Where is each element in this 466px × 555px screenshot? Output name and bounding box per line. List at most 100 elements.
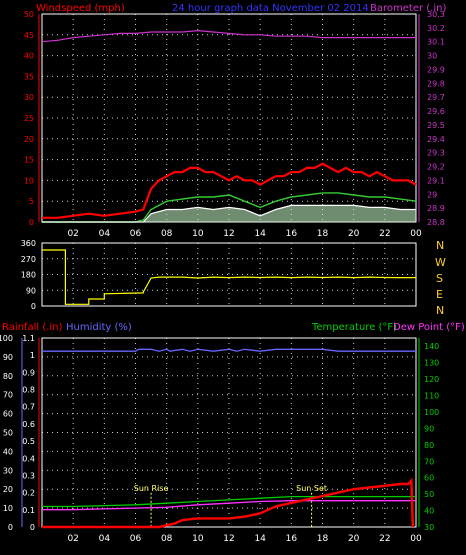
date-header: 24 hour graph data November 02 2014 [172, 3, 369, 14]
y-tick-label-temperature: 110 [424, 392, 439, 401]
x-tick-label: 02 [67, 534, 78, 544]
y-tick-label-barometer: 28.9 [427, 204, 445, 213]
panel-frame [41, 13, 417, 223]
y-tick-label-rain: 0.8 [22, 386, 35, 395]
y-tick-label-temperature: 120 [424, 375, 439, 384]
compass-n-top: N [436, 239, 444, 252]
y-tick-label-wind: 50 [24, 10, 34, 19]
y-tick-label-humidity: 30 [3, 466, 13, 475]
y-tick-label-wind: 0 [29, 218, 34, 227]
y-tick-label-barometer: 29.1 [427, 176, 445, 185]
y-tick-label-barometer: 29.7 [427, 93, 445, 102]
y-tick-label-barometer: 29.8 [427, 79, 445, 88]
y-tick-label-rain: 0.4 [22, 454, 35, 463]
x-tick-label: 10 [192, 534, 204, 544]
y-tick-label-humidity: 50 [3, 429, 13, 438]
x-tick-label: 12 [223, 229, 234, 239]
y-tick-label-rain: 1.1 [22, 334, 35, 343]
x-tick-label: 06 [130, 229, 142, 239]
y-tick-label-wind: 20 [24, 135, 34, 144]
series-gust-avg [42, 192, 417, 223]
compass-n-bottom: N [436, 304, 444, 317]
y-tick-label-rain: 0.3 [22, 471, 35, 480]
chart-panel-wind: 0 5 10 15 20 25 30 35 40 45 50 28.8 28.9 29 29.1 29.2 29… [24, 10, 445, 239]
y-tick-label-barometer: 30.1 [427, 38, 445, 47]
y-tick-label-humidity: 20 [3, 485, 13, 494]
y-tick-label-wind: 45 [24, 31, 34, 40]
y-tick-label-humidity: 70 [3, 391, 13, 400]
temperature-header: Temperature (°F) [311, 322, 397, 333]
y-tick-label-barometer: 29 [427, 190, 437, 199]
y-tick-label-direction: 270 [21, 255, 36, 264]
compass-w: W [435, 256, 446, 269]
y-tick-label-rain: 1 [30, 351, 35, 360]
series-rainfall [42, 477, 415, 529]
x-tick-label: 16 [286, 229, 298, 239]
y-tick-label-direction: 0 [31, 302, 36, 311]
series-temperature [42, 495, 416, 508]
sun-marker-label: Sun Rise [134, 484, 169, 493]
y-tick-label-barometer: 30.3 [427, 10, 445, 19]
y-tick-label-wind: 5 [29, 197, 34, 206]
series-humidity [42, 348, 416, 352]
y-tick-label-temperature: 90 [424, 424, 434, 433]
series-dewpoint [42, 500, 416, 511]
y-tick-label-temperature: 80 [424, 441, 434, 450]
y-tick-label-temperature: 50 [424, 490, 434, 499]
y-tick-label-barometer: 30 [427, 52, 437, 61]
x-tick-label: 16 [286, 534, 298, 544]
y-tick-label-barometer: 29.3 [427, 149, 445, 158]
wind-min-area [42, 205, 416, 222]
x-tick-label: 04 [99, 534, 111, 544]
y-tick-label-humidity: 90 [3, 353, 13, 362]
y-tick-label-barometer: 29.5 [427, 121, 445, 130]
y-tick-label-temperature: 100 [424, 408, 439, 417]
x-tick-label: 08 [161, 229, 173, 239]
windspeed-header: Windspeed (mph) [36, 3, 125, 14]
y-tick-label-rain: 0.9 [22, 368, 35, 377]
barometer-header: Barometer (.in) [370, 3, 446, 14]
chart-panel-rain-temp: 010203040506070809010000.10.20.30.40.50.… [0, 334, 439, 544]
humidity-header: Humidity (%) [66, 322, 132, 333]
y-tick-label-direction: 90 [26, 286, 36, 295]
x-tick-label: 08 [161, 534, 173, 544]
x-tick-label: 00 [410, 229, 422, 239]
y-tick-label-humidity: 40 [3, 447, 13, 456]
series-wind-direction [42, 249, 416, 305]
compass-s: S [436, 272, 443, 285]
compass-e: E [436, 288, 443, 301]
x-tick-label: 10 [192, 229, 204, 239]
y-tick-label-wind: 15 [24, 156, 34, 165]
y-tick-label-temperature: 30 [424, 523, 434, 532]
y-tick-label-rain: 0.1 [22, 506, 35, 515]
y-tick-label-humidity: 60 [3, 410, 13, 419]
y-tick-label-barometer: 29.2 [427, 163, 445, 172]
sun-marker-label: Sun Set [296, 484, 327, 493]
y-tick-label-temperature: 70 [424, 457, 434, 466]
x-tick-label: 18 [317, 229, 329, 239]
y-tick-label-rain: 0.2 [22, 489, 35, 498]
y-tick-label-barometer: 30.2 [427, 24, 445, 33]
y-tick-label-rain: 0.6 [22, 420, 35, 429]
series-windspeed [42, 162, 417, 219]
x-tick-label: 00 [410, 534, 422, 544]
y-tick-label-wind: 40 [24, 52, 34, 61]
y-tick-label-temperature: 140 [424, 342, 439, 351]
y-tick-label-rain: 0.7 [22, 403, 35, 412]
x-tick-label: 04 [99, 229, 111, 239]
x-tick-label: 20 [348, 229, 360, 239]
chart-panel-direction: 0 90 180 270 360 [21, 239, 417, 311]
y-tick-label-barometer: 29.4 [427, 135, 445, 144]
x-tick-label: 22 [379, 229, 390, 239]
y-tick-label-humidity: 80 [3, 372, 13, 381]
y-tick-label-wind: 25 [24, 114, 34, 123]
y-tick-label-temperature: 60 [424, 474, 434, 483]
x-tick-label: 20 [348, 534, 360, 544]
x-tick-label: 18 [317, 534, 329, 544]
y-tick-label-temperature: 40 [424, 507, 434, 516]
y-tick-label-wind: 30 [24, 93, 34, 102]
y-tick-label-direction: 360 [21, 239, 36, 248]
y-tick-label-humidity: 100 [0, 334, 13, 343]
y-tick-label-barometer: 29.6 [427, 107, 445, 116]
